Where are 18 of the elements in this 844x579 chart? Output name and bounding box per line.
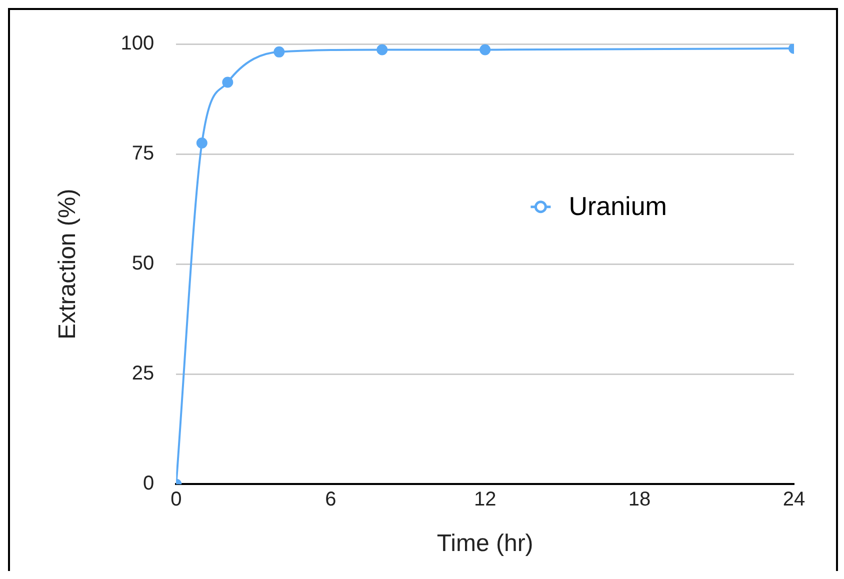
y-tick-label: 75 xyxy=(132,142,154,165)
point xyxy=(274,46,285,58)
point xyxy=(196,138,208,149)
y-tick-label: 0 xyxy=(143,472,154,495)
x-tick-label: 6 xyxy=(325,488,336,511)
x-tick-label: 12 xyxy=(474,488,496,511)
x-tick-label: 24 xyxy=(782,488,806,511)
point xyxy=(376,44,388,56)
point xyxy=(480,44,491,56)
legend-label: Uranium xyxy=(568,191,667,222)
point xyxy=(222,76,234,88)
y-tick-label: 25 xyxy=(132,362,154,385)
x-tick-label: 0 xyxy=(170,488,182,511)
x-axis-title: Time (hr) xyxy=(436,530,534,558)
x-tick-label: 18 xyxy=(628,488,651,511)
y-tick-label: 100 xyxy=(120,32,154,55)
y-tick-label: 50 xyxy=(132,252,154,275)
y-axis-title: Extraction (%) xyxy=(54,188,82,340)
